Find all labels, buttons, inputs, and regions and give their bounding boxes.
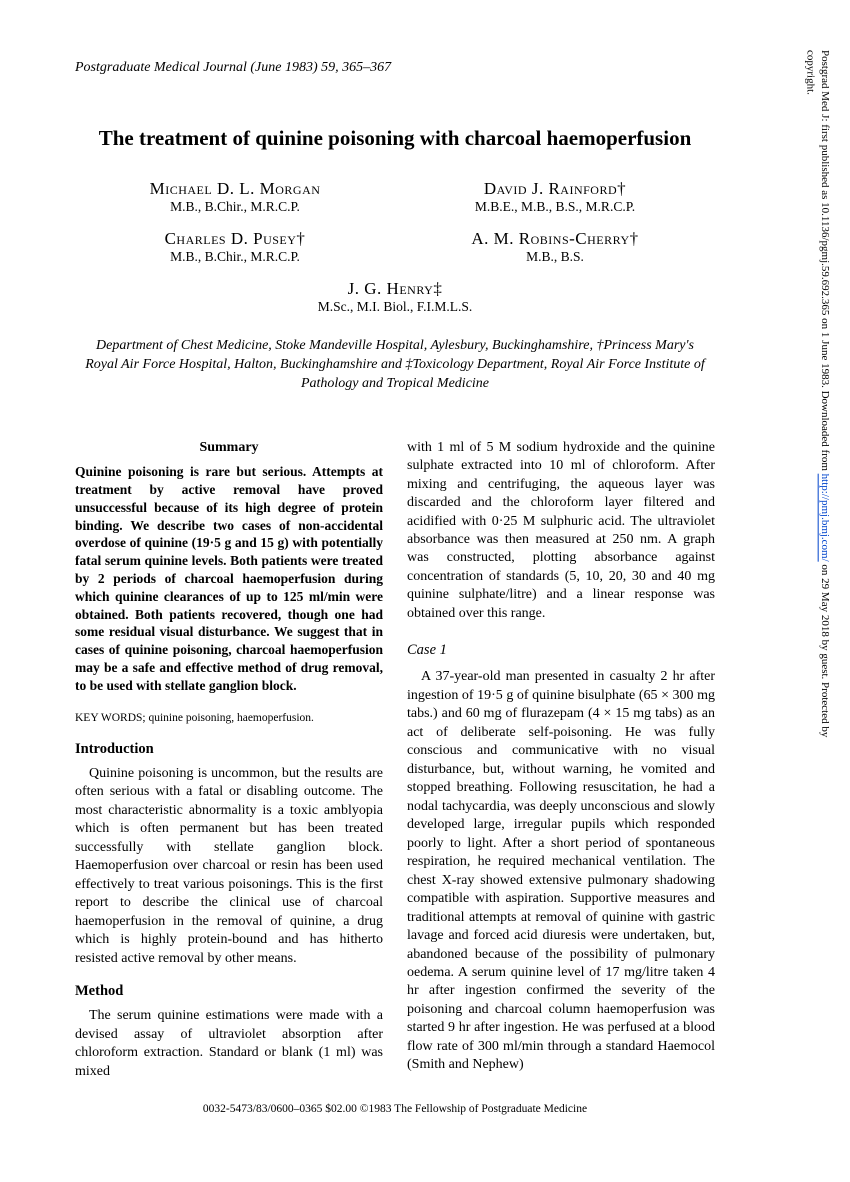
author-name: David J. Rainford† xyxy=(401,179,708,199)
author-creds: M.Sc., M.I. Biol., F.I.M.L.S. xyxy=(75,299,715,315)
author-name: Michael D. L. Morgan xyxy=(81,179,388,199)
intro-text: Quinine poisoning is uncommon, but the r… xyxy=(75,765,383,968)
author-creds: M.B.E., M.B., B.S., M.R.C.P. xyxy=(401,199,708,215)
author-creds: M.B., B.Chir., M.R.C.P. xyxy=(81,199,388,215)
keywords-label: KEY WORDS; xyxy=(75,712,146,724)
right-column: with 1 ml of 5 M sodium hydroxide and th… xyxy=(407,439,715,1081)
author-name: J. G. Henry‡ xyxy=(75,279,715,299)
left-column: Summary Quinine poisoning is rare but se… xyxy=(75,439,383,1081)
method-text-left: The serum quinine estimations were made … xyxy=(75,1007,383,1081)
sidebar-link[interactable]: http://pmj.bmj.com/ xyxy=(819,474,831,562)
sidebar-citation: Postgrad Med J: first published as 10.11… xyxy=(814,50,832,750)
footer: 0032-5473/83/0600–0365 $02.00 ©1983 The … xyxy=(75,1103,715,1115)
keywords: KEY WORDS; quinine poisoning, haemoperfu… xyxy=(75,711,383,726)
author-4: A. M. Robins-Cherry† M.B., B.S. xyxy=(401,229,708,265)
author-1: Michael D. L. Morgan M.B., B.Chir., M.R.… xyxy=(81,179,388,215)
summary-heading: Summary xyxy=(75,439,383,457)
case1-text: A 37-year-old man presented in casualty … xyxy=(407,668,715,1074)
sidebar-prefix: Postgrad Med J: first published as 10.11… xyxy=(819,50,831,474)
authors-block: Michael D. L. Morgan M.B., B.Chir., M.R.… xyxy=(75,179,715,329)
author-3: Charles D. Pusey† M.B., B.Chir., M.R.C.P… xyxy=(81,229,388,265)
method-heading: Method xyxy=(75,982,383,1001)
affiliation: Department of Chest Medicine, Stoke Mand… xyxy=(75,337,715,394)
author-name: A. M. Robins-Cherry† xyxy=(401,229,708,249)
author-5: J. G. Henry‡ M.Sc., M.I. Biol., F.I.M.L.… xyxy=(75,279,715,315)
keywords-text: quinine poisoning, haemoperfusion. xyxy=(148,712,313,724)
case1-heading: Case 1 xyxy=(407,641,715,660)
journal-header: Postgraduate Medical Journal (June 1983)… xyxy=(75,60,715,76)
summary-text: Quinine poisoning is rare but serious. A… xyxy=(75,463,383,695)
body-columns: Summary Quinine poisoning is rare but se… xyxy=(75,439,715,1081)
author-creds: M.B., B.S. xyxy=(401,249,708,265)
author-name: Charles D. Pusey† xyxy=(81,229,388,249)
author-creds: M.B., B.Chir., M.R.C.P. xyxy=(81,249,388,265)
intro-heading: Introduction xyxy=(75,740,383,759)
author-2: David J. Rainford† M.B.E., M.B., B.S., M… xyxy=(401,179,708,215)
method-text-right: with 1 ml of 5 M sodium hydroxide and th… xyxy=(407,439,715,624)
paper-title: The treatment of quinine poisoning with … xyxy=(75,126,715,151)
